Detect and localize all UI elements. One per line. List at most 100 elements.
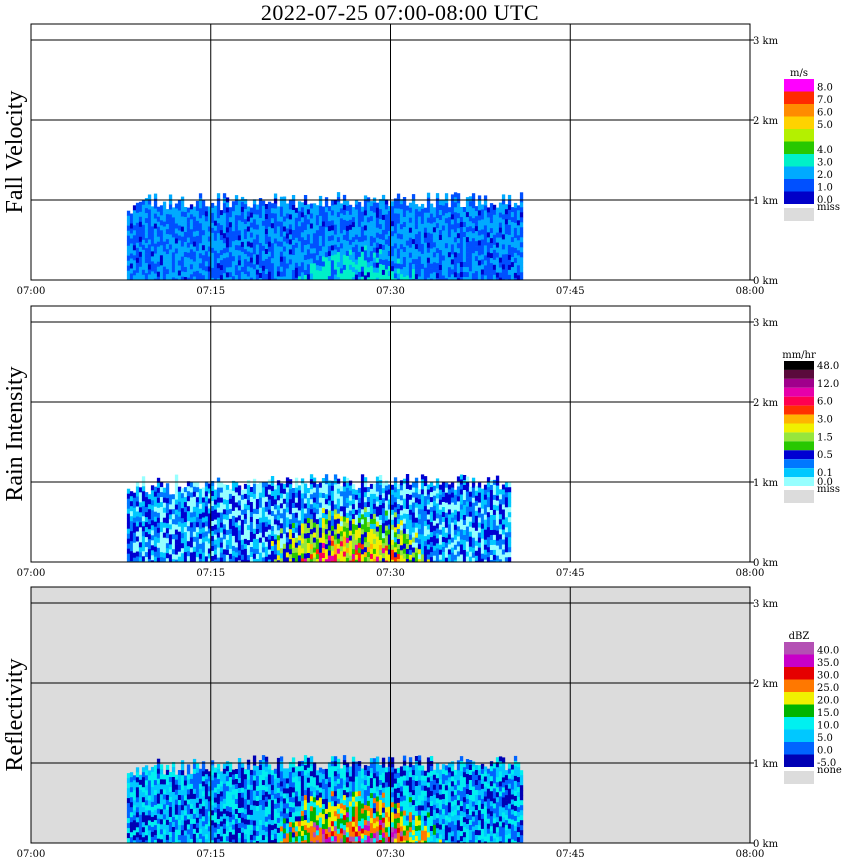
legend-swatch bbox=[784, 423, 814, 433]
legend-label: 35.0 bbox=[817, 658, 839, 669]
legend-label: 5.0 bbox=[817, 733, 833, 744]
y-tick-label: 0 km bbox=[753, 558, 779, 569]
legend-swatch bbox=[784, 396, 814, 406]
legend-swatch bbox=[784, 378, 814, 388]
x-tick-label: 07:30 bbox=[376, 849, 405, 860]
y-tick-label: 1 km bbox=[753, 478, 779, 489]
legend-swatch bbox=[784, 441, 814, 451]
y-tick-label: 0 km bbox=[753, 839, 779, 850]
legend-label: 30.0 bbox=[817, 671, 839, 682]
legend-miss-label: none bbox=[817, 765, 842, 776]
legend-label: 48.0 bbox=[817, 361, 839, 372]
legend-swatch bbox=[784, 432, 814, 442]
x-tick-label: 07:45 bbox=[556, 568, 585, 579]
legend-swatch bbox=[784, 166, 814, 179]
legend-swatch bbox=[784, 141, 814, 154]
legend-label: 0.0 bbox=[817, 746, 833, 757]
legend-miss-swatch bbox=[784, 490, 814, 503]
legend-label: 4.0 bbox=[817, 145, 833, 156]
legend-swatch bbox=[784, 387, 814, 397]
echo-field bbox=[126, 755, 524, 843]
legend-label: 6.0 bbox=[817, 108, 833, 119]
legend-label: 15.0 bbox=[817, 708, 839, 719]
legend-label: 0.5 bbox=[817, 450, 833, 461]
legend-label: 12.0 bbox=[817, 379, 839, 390]
legend-label: 0.0 bbox=[817, 477, 833, 488]
legend-label: 10.0 bbox=[817, 721, 839, 732]
legend-miss-swatch bbox=[784, 208, 814, 221]
legend-label: 40.0 bbox=[817, 646, 839, 657]
legend-swatch bbox=[784, 692, 814, 705]
legend-swatch bbox=[784, 405, 814, 415]
echo-field bbox=[126, 474, 512, 562]
legend-swatch bbox=[784, 104, 814, 117]
legend-label: 20.0 bbox=[817, 696, 839, 707]
legend-swatch bbox=[784, 459, 814, 469]
legend-label: 6.0 bbox=[817, 397, 833, 408]
legend-label: 1.5 bbox=[817, 432, 833, 443]
legend-swatch bbox=[784, 468, 814, 478]
x-tick-label: 07:45 bbox=[556, 849, 585, 860]
legend-swatch bbox=[784, 191, 814, 204]
legend-label: -5.0 bbox=[817, 758, 836, 769]
legend-label: 8.0 bbox=[817, 83, 833, 94]
plot-border bbox=[30, 586, 751, 844]
x-tick-label: 07:45 bbox=[556, 286, 585, 297]
legend-swatch bbox=[784, 361, 814, 370]
y-axis-label: Reflectivity bbox=[2, 658, 28, 771]
x-tick-label: 07:15 bbox=[196, 568, 225, 579]
y-axis-label: Fall Velocity bbox=[2, 91, 28, 214]
y-tick-label: 3 km bbox=[753, 318, 779, 329]
legend-label: 0.0 bbox=[817, 195, 833, 206]
echo-field bbox=[126, 192, 524, 280]
legend-swatch bbox=[784, 754, 814, 767]
legend-unit: mm/hr bbox=[782, 350, 816, 361]
legend-label: 2.0 bbox=[817, 170, 833, 181]
x-tick-label: 08:00 bbox=[736, 568, 765, 579]
legend-swatch bbox=[784, 667, 814, 680]
x-tick-label: 07:30 bbox=[376, 286, 405, 297]
legend-swatch bbox=[784, 729, 814, 742]
plot-border bbox=[30, 23, 751, 281]
legend-unit: dBZ bbox=[789, 631, 810, 642]
y-tick-label: 3 km bbox=[753, 36, 779, 47]
legend-swatch bbox=[784, 642, 814, 655]
x-tick-label: 07:00 bbox=[17, 849, 46, 860]
legend-swatch bbox=[784, 679, 814, 692]
legend-label: 5.0 bbox=[817, 120, 833, 131]
legend-swatch bbox=[784, 116, 814, 129]
y-axis-label: Rain Intensity bbox=[2, 366, 28, 501]
x-tick-label: 08:00 bbox=[736, 286, 765, 297]
legend-miss-swatch bbox=[784, 771, 814, 784]
legend-label: 3.0 bbox=[817, 158, 833, 169]
legend-label: 25.0 bbox=[817, 683, 839, 694]
legend-swatch bbox=[784, 79, 814, 92]
legend-swatch bbox=[784, 414, 814, 424]
legend-swatch bbox=[784, 369, 814, 379]
legend-swatch bbox=[784, 91, 814, 104]
x-tick-label: 07:15 bbox=[196, 286, 225, 297]
y-tick-label: 3 km bbox=[753, 599, 779, 610]
chart-title: 2022-07-25 07:00-08:00 UTC bbox=[260, 0, 540, 25]
y-tick-label: 2 km bbox=[753, 116, 779, 127]
legend-miss-label: miss bbox=[817, 202, 840, 213]
legend-label: 0.1 bbox=[817, 468, 833, 479]
x-tick-label: 07:00 bbox=[17, 568, 46, 579]
legend-swatch bbox=[784, 129, 814, 142]
legend-miss-label: miss bbox=[817, 484, 840, 495]
y-tick-label: 0 km bbox=[753, 276, 779, 287]
legend-label: 1.0 bbox=[817, 183, 833, 194]
legend-swatch bbox=[784, 450, 814, 460]
legend-swatch bbox=[784, 654, 814, 667]
x-tick-label: 07:15 bbox=[196, 849, 225, 860]
y-tick-label: 1 km bbox=[753, 759, 779, 770]
legend-label: 7.0 bbox=[817, 95, 833, 106]
legend-swatch bbox=[784, 742, 814, 755]
legend-swatch bbox=[784, 704, 814, 717]
legend-swatch bbox=[784, 477, 814, 486]
legend-unit: m/s bbox=[790, 68, 808, 79]
legend-swatch bbox=[784, 717, 814, 730]
legend-swatch bbox=[784, 154, 814, 167]
x-tick-label: 08:00 bbox=[736, 849, 765, 860]
